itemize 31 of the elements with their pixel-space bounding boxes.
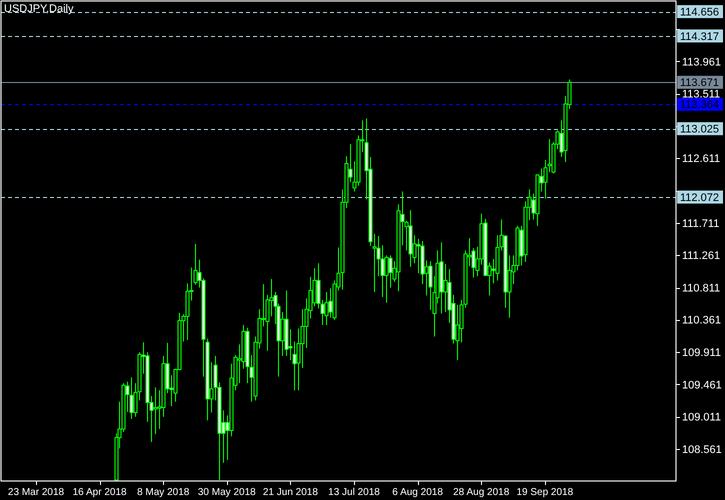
candlestick xyxy=(388,254,392,288)
ref-line-label: 112.072 xyxy=(680,192,719,204)
x-tick-label: 21 Jun 2018 xyxy=(262,487,318,498)
ref-line-label: 114.656 xyxy=(680,6,719,18)
x-tick-label: 23 Mar 2018 xyxy=(8,487,65,498)
y-tick-label: 111.261 xyxy=(682,250,720,262)
x-tick-label: 19 Sep 2018 xyxy=(516,487,574,498)
x-tick-label: 16 Apr 2018 xyxy=(72,487,128,498)
y-tick-label: 113.511 xyxy=(682,88,720,101)
y-tick-label: 110.811 xyxy=(682,282,720,294)
ref-line-label: 114.317 xyxy=(680,30,719,43)
candlestick xyxy=(130,376,134,420)
y-tick-label: 113.961 xyxy=(682,56,721,68)
x-tick-label: 28 Aug 2018 xyxy=(453,487,510,498)
x-tick-label: 6 Aug 2018 xyxy=(392,487,444,498)
ref-line-label: 113.671 xyxy=(680,77,719,90)
y-tick-label: 108.561 xyxy=(682,444,722,456)
y-tick-label: 112.611 xyxy=(682,153,720,166)
candlestick xyxy=(324,291,328,326)
y-tick-label: 109.461 xyxy=(682,379,722,392)
y-tick-label: 109.911 xyxy=(682,347,721,360)
y-tick-label: 110.361 xyxy=(682,314,721,327)
y-tick-label: 111.711 xyxy=(682,218,720,230)
ref-line-label: 113.025 xyxy=(680,124,719,136)
chart-title: USDJPY,Daily xyxy=(4,3,74,15)
y-tick-label: 109.011 xyxy=(682,412,721,424)
candlestick xyxy=(154,386,158,435)
ref-line-label: 113.364 xyxy=(680,99,719,112)
x-tick-label: 30 May 2018 xyxy=(198,487,256,498)
x-tick-label: 13 Jul 2018 xyxy=(328,487,380,498)
x-tick-label: 8 May 2018 xyxy=(137,487,190,498)
